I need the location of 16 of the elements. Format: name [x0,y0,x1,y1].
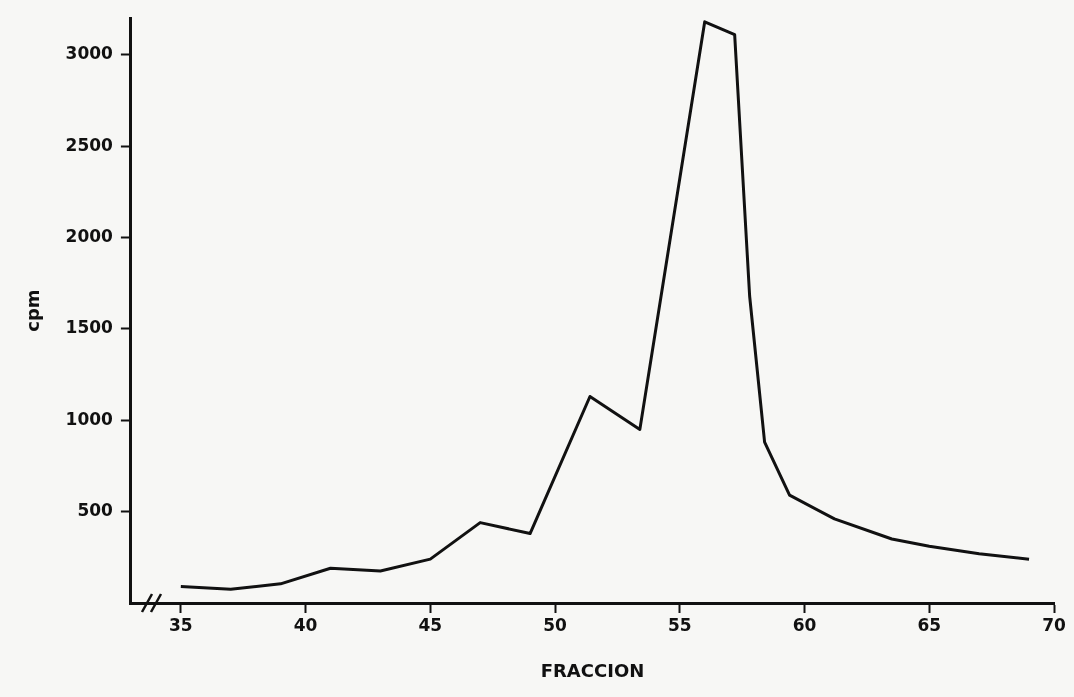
x-axis-title: FRACCION [540,659,645,681]
y-tick-label: 1500 [65,317,114,338]
y-tick-label: 2500 [65,134,114,155]
x-tick-label: 70 [1042,614,1066,635]
x-tick-label: 40 [293,614,318,635]
x-tick-label: 50 [543,614,568,635]
x-tick-label: 60 [792,614,817,635]
y-axis-title: cpm [22,289,44,332]
x-tick-label: 45 [418,614,443,635]
x-tick-label: 35 [168,614,193,635]
y-tick-label: 500 [77,500,114,521]
y-tick-label: 1000 [65,408,114,429]
x-tick-label: 65 [917,614,942,635]
y-tick-label: 2000 [65,225,114,246]
y-tick-label: 3000 [65,43,114,64]
x-tick-label: 55 [667,614,692,635]
